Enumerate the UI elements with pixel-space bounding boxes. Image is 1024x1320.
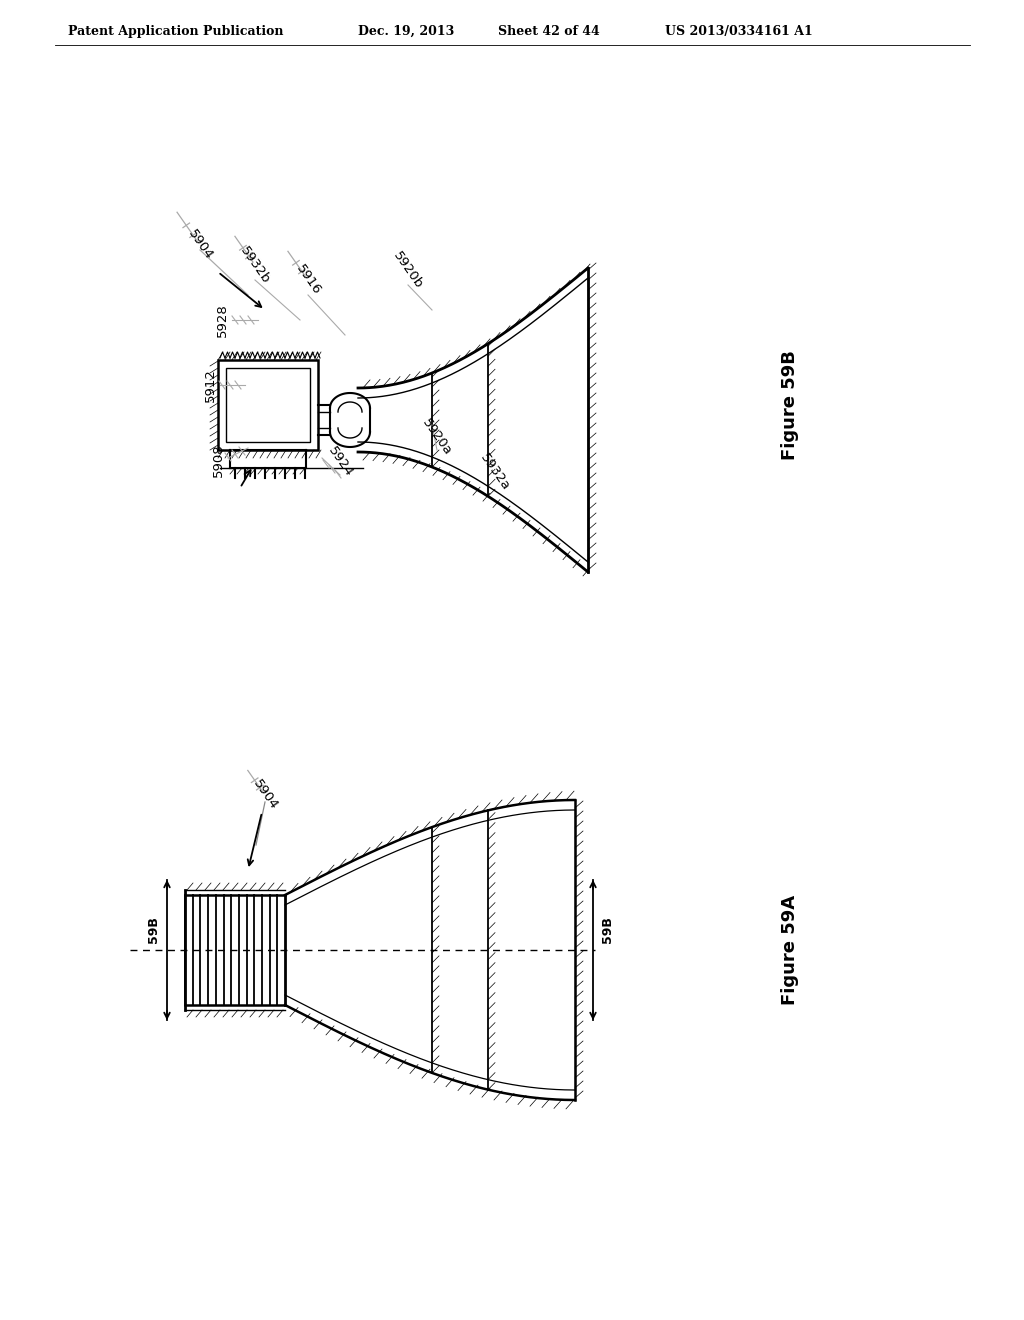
Text: 5904: 5904 xyxy=(185,227,215,263)
Text: Dec. 19, 2013: Dec. 19, 2013 xyxy=(358,25,455,38)
Text: 5904: 5904 xyxy=(250,777,280,813)
Text: 5928: 5928 xyxy=(215,304,228,337)
Text: 5932a: 5932a xyxy=(477,451,512,492)
Bar xyxy=(226,368,310,442)
Bar xyxy=(218,360,318,450)
Text: 5920b: 5920b xyxy=(390,249,425,290)
Text: Sheet 42 of 44: Sheet 42 of 44 xyxy=(498,25,600,38)
Text: Patent Application Publication: Patent Application Publication xyxy=(68,25,284,38)
Text: 5916: 5916 xyxy=(293,263,323,297)
Text: 5924: 5924 xyxy=(325,445,355,479)
Text: 59B: 59B xyxy=(146,916,160,944)
Text: 5932b: 5932b xyxy=(238,244,272,286)
Text: US 2013/0334161 A1: US 2013/0334161 A1 xyxy=(665,25,813,38)
Text: 5920a: 5920a xyxy=(420,416,455,458)
Text: 5912: 5912 xyxy=(204,368,216,401)
Text: 59B: 59B xyxy=(600,916,613,944)
Text: 5908: 5908 xyxy=(212,444,224,477)
Text: Figure 59B: Figure 59B xyxy=(781,350,799,459)
Text: Figure 59A: Figure 59A xyxy=(781,895,799,1005)
